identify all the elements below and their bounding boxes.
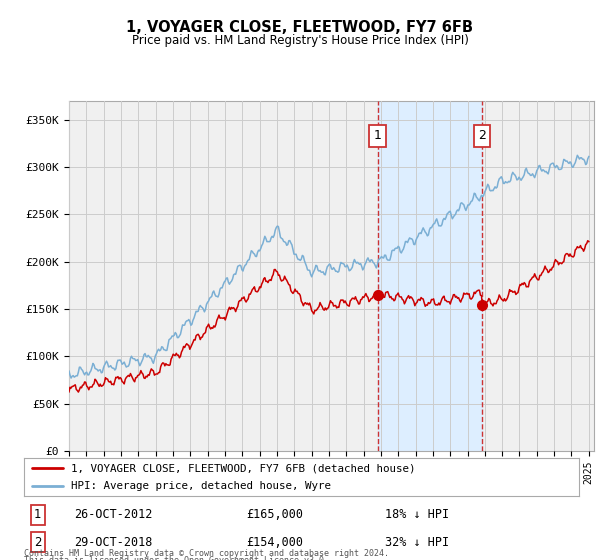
Text: 2: 2 xyxy=(34,536,41,549)
Text: HPI: Average price, detached house, Wyre: HPI: Average price, detached house, Wyre xyxy=(71,481,331,491)
Text: 1: 1 xyxy=(34,508,41,521)
Text: 18% ↓ HPI: 18% ↓ HPI xyxy=(385,508,449,521)
Text: 32% ↓ HPI: 32% ↓ HPI xyxy=(385,536,449,549)
Text: Contains HM Land Registry data © Crown copyright and database right 2024.: Contains HM Land Registry data © Crown c… xyxy=(24,549,389,558)
Text: Price paid vs. HM Land Registry's House Price Index (HPI): Price paid vs. HM Land Registry's House … xyxy=(131,34,469,46)
Text: 29-OCT-2018: 29-OCT-2018 xyxy=(74,536,152,549)
Text: £154,000: £154,000 xyxy=(246,536,303,549)
Bar xyxy=(378,101,482,451)
Text: 1: 1 xyxy=(374,129,382,142)
Text: 1, VOYAGER CLOSE, FLEETWOOD, FY7 6FB: 1, VOYAGER CLOSE, FLEETWOOD, FY7 6FB xyxy=(127,20,473,35)
Text: This data is licensed under the Open Government Licence v3.0.: This data is licensed under the Open Gov… xyxy=(24,556,329,560)
Text: 2: 2 xyxy=(478,129,486,142)
Text: £165,000: £165,000 xyxy=(246,508,303,521)
Text: 26-OCT-2012: 26-OCT-2012 xyxy=(74,508,152,521)
Text: 1, VOYAGER CLOSE, FLEETWOOD, FY7 6FB (detached house): 1, VOYAGER CLOSE, FLEETWOOD, FY7 6FB (de… xyxy=(71,463,416,473)
